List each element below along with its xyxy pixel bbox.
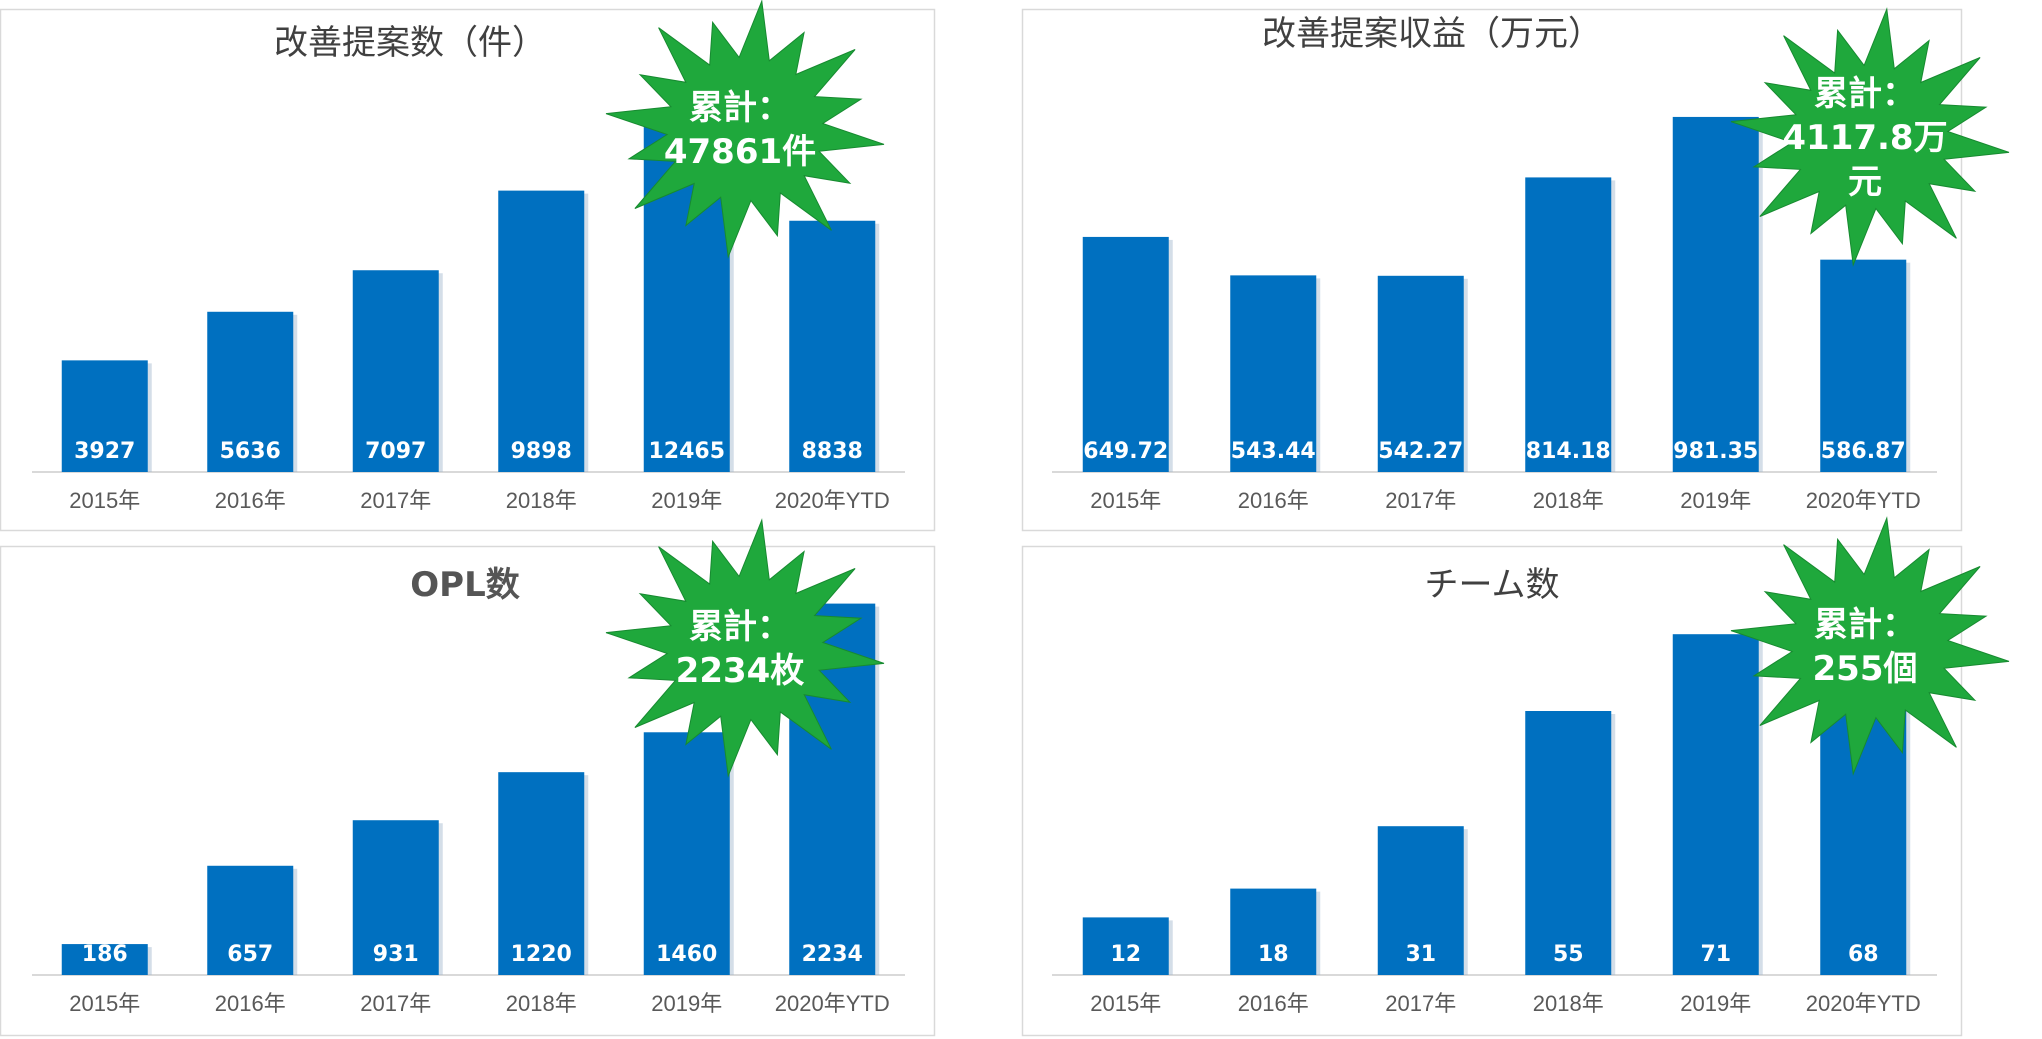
data-label: 814.18 [1526,439,1611,464]
callout-starburst [605,0,885,259]
x-tick-label: 2019年 [1680,488,1751,513]
callout-text: 元 [1848,162,1882,202]
x-tick-label: 2020年YTD [775,488,890,513]
callout-text: 4117.8万 [1782,118,1947,158]
x-tick-label: 2018年 [1533,991,1604,1016]
bar [498,190,585,472]
bar [643,732,730,975]
chart-title: 改善提案収益（万元） [1262,14,1602,54]
x-tick-label: 2020年YTD [1806,488,1921,513]
bar [1525,177,1612,473]
callout-text: 255個 [1813,649,1918,689]
callout-text: 累計： [689,607,791,647]
callout-text: 2234枚 [676,651,805,691]
x-tick-label: 2017年 [1385,488,1456,513]
x-tick-label: 2016年 [215,488,286,513]
data-label: 3927 [74,439,135,464]
data-label: 68 [1848,942,1879,967]
bar [352,820,439,975]
chart-panel-suggestions-count: 改善提案数（件） 3927 2015年 5636 2016年 7097 2017年 9898 2… [0,0,936,532]
bar [1230,275,1317,472]
callout-text: 累計： [689,88,791,128]
data-label: 186 [82,942,128,967]
chart-title: 改善提案数（件） [274,23,546,63]
chart-svg: チーム数 12 2015年 18 2016年 31 2017年 55 2018年 71 2019年 6… [1021,516,2010,1037]
bar [1377,275,1464,472]
bar [207,865,294,975]
data-label: 31 [1405,942,1436,967]
callout-text: 47861件 [664,132,816,172]
data-label: 55 [1553,942,1584,967]
data-label: 12465 [648,439,725,464]
chart-title: チーム数 [1425,565,1560,605]
x-tick-label: 2016年 [215,991,286,1016]
bar [207,311,294,472]
callout-starburst [1730,516,2010,776]
chart-panel-team-count: チーム数 12 2015年 18 2016年 31 2017年 55 2018年 71 2019年 6… [1021,516,2010,1037]
callout-text: 累計： [1814,74,1916,114]
data-label: 18 [1258,942,1289,967]
bar [1377,826,1464,975]
bar [352,270,439,472]
data-label: 9898 [511,439,572,464]
data-label: 981.35 [1673,439,1758,464]
callout-starburst [1730,7,2010,267]
data-label: 5636 [220,439,281,464]
x-tick-label: 2017年 [1385,991,1456,1016]
data-label: 542.27 [1378,439,1463,464]
data-label: 12 [1110,942,1141,967]
x-tick-label: 2020年YTD [1806,991,1921,1016]
x-tick-label: 2017年 [360,488,431,513]
bar [1672,116,1759,473]
chart-panel-opl-count: OPL数 186 2015年 657 2016年 931 2017年 1220 2018年 146… [0,518,936,1037]
x-tick-label: 2019年 [651,991,722,1016]
data-label: 657 [227,942,273,967]
x-tick-label: 2019年 [651,488,722,513]
bar [61,360,148,472]
bar [1820,259,1907,472]
data-label: 649.72 [1083,439,1168,464]
x-tick-label: 2016年 [1238,991,1309,1016]
callout-text: 累計： [1814,605,1916,645]
x-tick-label: 2018年 [1533,488,1604,513]
chart-title: OPL数 [410,565,520,605]
data-label: 2234 [802,942,863,967]
bar [1230,888,1317,975]
chart-panel-suggestions-revenue: 改善提案収益（万元） 649.72 2015年 543.44 2016年 542.27 20… [1021,7,2010,532]
bar [789,220,876,472]
bar [61,944,148,975]
x-tick-label: 2015年 [1090,991,1161,1016]
x-tick-label: 2015年 [69,488,140,513]
bar [498,772,585,975]
bar [1082,917,1169,975]
x-tick-label: 2016年 [1238,488,1309,513]
data-label: 71 [1700,942,1731,967]
x-tick-label: 2015年 [69,991,140,1016]
bar [1672,634,1759,975]
x-tick-label: 2020年YTD [775,991,890,1016]
x-tick-label: 2018年 [506,991,577,1016]
data-label: 1460 [656,942,717,967]
chart-svg: OPL数 186 2015年 657 2016年 931 2017年 1220 2018年 146… [0,518,936,1037]
bar [1525,711,1612,975]
chart-svg: 改善提案収益（万元） 649.72 2015年 543.44 2016年 542.27 20… [1021,7,2010,532]
data-label: 1220 [511,942,572,967]
data-label: 931 [373,942,419,967]
data-label: 543.44 [1231,439,1316,464]
chart-svg: 改善提案数（件） 3927 2015年 5636 2016年 7097 2017年 9898 2… [0,0,936,532]
x-tick-label: 2018年 [506,488,577,513]
callout-starburst [605,518,885,778]
data-label: 7097 [365,439,426,464]
x-tick-label: 2017年 [360,991,431,1016]
x-tick-label: 2019年 [1680,991,1751,1016]
data-label: 586.87 [1821,439,1906,464]
data-label: 8838 [802,439,863,464]
bar [1082,236,1169,472]
x-tick-label: 2015年 [1090,488,1161,513]
